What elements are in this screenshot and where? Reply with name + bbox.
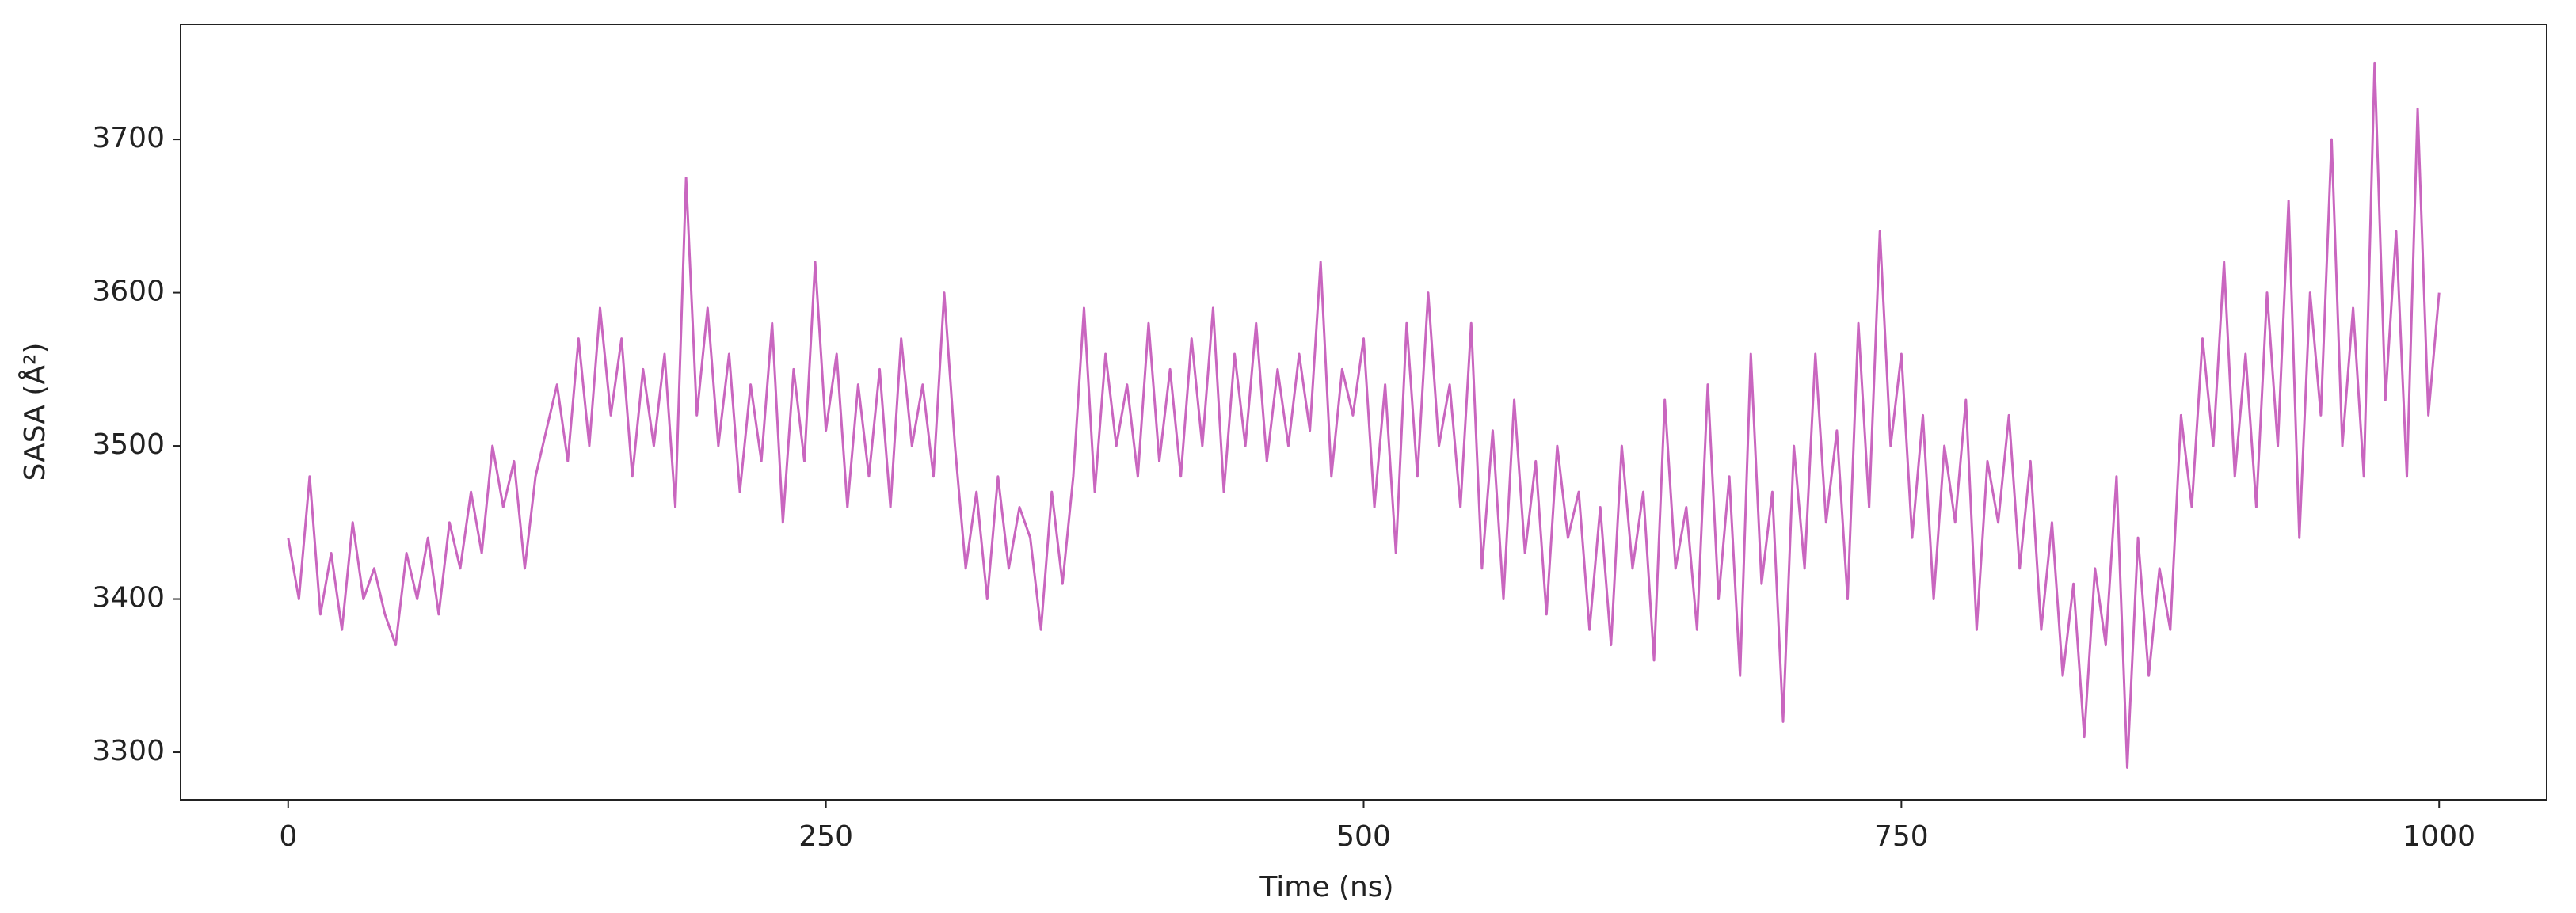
y-axis-label: SASA (Å²): [17, 343, 51, 481]
y-tick-label: 3300: [92, 735, 165, 767]
y-tick-label: 3700: [92, 122, 165, 154]
x-tick-label: 500: [1336, 820, 1391, 853]
x-tick-label: 250: [798, 820, 853, 853]
y-tick-label: 3400: [92, 582, 165, 614]
y-tick-label: 3600: [92, 276, 165, 308]
x-tick-label: 750: [1874, 820, 1929, 853]
y-tick-label: 3500: [92, 428, 165, 461]
plot-frame: [180, 24, 2547, 801]
x-tick-label: 1000: [2403, 820, 2475, 853]
x-axis-label: Time (ns): [1259, 871, 1393, 903]
data-line: [287, 61, 2441, 769]
x-tick-label: 0: [279, 820, 297, 853]
